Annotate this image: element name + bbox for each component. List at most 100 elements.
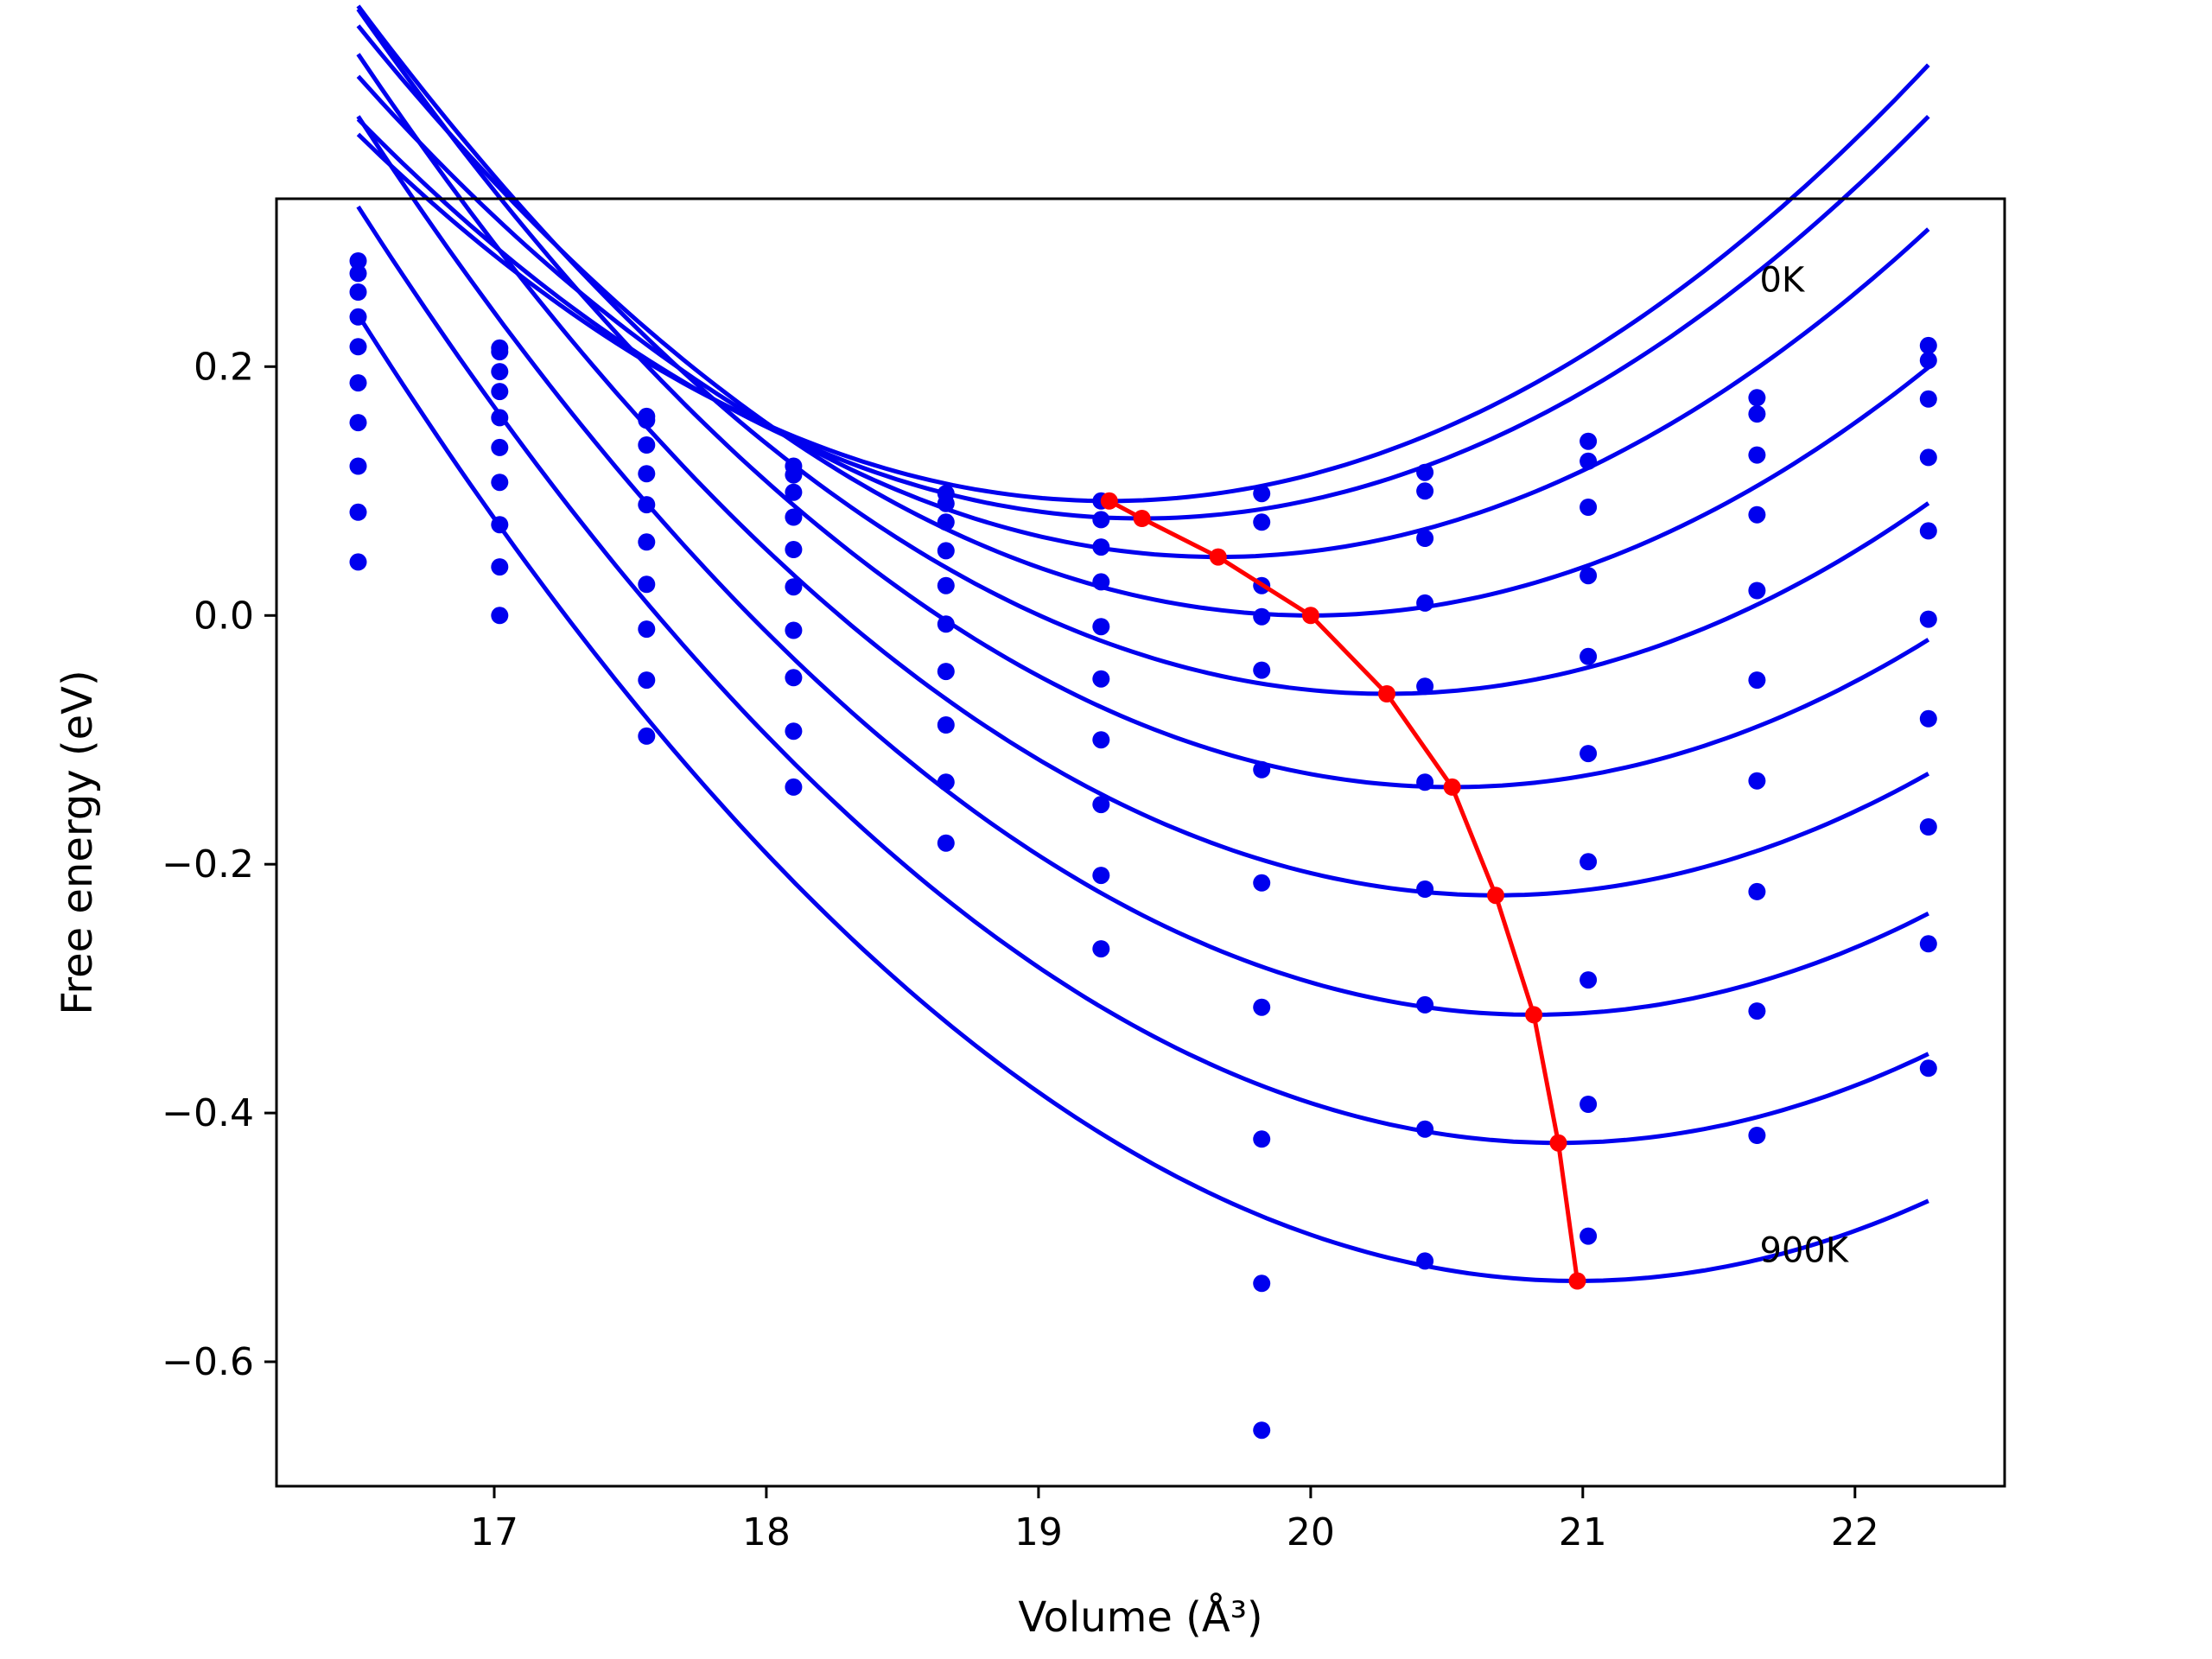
minimum-point bbox=[1487, 887, 1504, 905]
data-point bbox=[1416, 482, 1434, 500]
data-point bbox=[638, 533, 656, 551]
data-point bbox=[937, 663, 955, 681]
data-point bbox=[1092, 573, 1110, 591]
data-point bbox=[491, 474, 509, 492]
fit-curve-900K bbox=[356, 313, 1929, 1284]
data-point bbox=[1416, 1252, 1434, 1270]
data-point bbox=[1416, 530, 1434, 547]
data-point bbox=[1580, 853, 1598, 871]
data-point bbox=[785, 508, 803, 526]
data-point bbox=[1919, 709, 1937, 728]
data-point bbox=[491, 363, 509, 381]
data-point bbox=[1416, 995, 1434, 1014]
fit-curve-800K bbox=[356, 205, 1929, 1146]
data-point bbox=[1416, 677, 1434, 696]
x-tick-label: 21 bbox=[1559, 1510, 1607, 1554]
data-point bbox=[349, 374, 367, 392]
data-point bbox=[638, 411, 656, 429]
data-point bbox=[1748, 772, 1766, 790]
data-points bbox=[349, 252, 1937, 1440]
data-point bbox=[1919, 390, 1937, 408]
y-tick-label: −0.2 bbox=[162, 842, 254, 887]
minimum-point bbox=[1568, 1272, 1586, 1290]
data-point bbox=[349, 252, 367, 270]
data-point bbox=[937, 615, 955, 633]
minimum-point bbox=[1209, 548, 1227, 566]
data-point bbox=[638, 465, 656, 483]
data-point bbox=[1748, 882, 1766, 900]
fit-curve-400K bbox=[356, 4, 1930, 696]
data-point bbox=[1919, 448, 1937, 467]
data-point bbox=[1253, 874, 1271, 892]
data-point bbox=[1253, 1274, 1271, 1293]
fit-curve-500K bbox=[356, 8, 1930, 790]
data-point bbox=[491, 607, 509, 625]
plot-frame bbox=[275, 197, 2006, 1488]
data-point bbox=[349, 414, 367, 432]
y-tick-label: −0.4 bbox=[162, 1091, 254, 1135]
data-point bbox=[785, 669, 803, 687]
fit-curve-0K bbox=[356, 63, 1930, 504]
data-point bbox=[1919, 935, 1937, 953]
data-point bbox=[1416, 773, 1434, 791]
data-point bbox=[1092, 731, 1110, 749]
data-point bbox=[1748, 389, 1766, 407]
data-point bbox=[785, 722, 803, 741]
data-point bbox=[1580, 1096, 1598, 1113]
data-point bbox=[785, 466, 803, 484]
minima-line bbox=[1108, 499, 1580, 1281]
data-point bbox=[1748, 582, 1766, 600]
x-tick-label: 22 bbox=[1831, 1510, 1879, 1554]
data-point bbox=[1580, 499, 1598, 516]
data-point bbox=[491, 558, 509, 576]
data-point bbox=[1748, 446, 1766, 464]
minimum-point bbox=[1133, 510, 1151, 527]
data-point bbox=[1253, 1421, 1271, 1440]
data-point bbox=[349, 338, 367, 356]
data-point bbox=[1253, 485, 1271, 503]
data-point bbox=[1919, 352, 1937, 370]
minimum-point bbox=[1549, 1134, 1567, 1152]
data-point bbox=[349, 553, 367, 571]
data-point bbox=[1748, 1002, 1766, 1020]
data-point bbox=[638, 575, 656, 594]
data-point bbox=[785, 778, 803, 796]
data-point bbox=[1580, 1227, 1598, 1245]
minimum-point bbox=[1378, 685, 1395, 702]
data-point bbox=[1919, 818, 1937, 836]
data-point bbox=[1253, 1130, 1271, 1148]
data-point bbox=[785, 621, 803, 639]
annotation-label: 0K bbox=[1760, 261, 1806, 301]
data-point bbox=[1580, 745, 1598, 763]
data-point bbox=[1092, 618, 1110, 636]
y-tick-label: 0.2 bbox=[194, 345, 254, 389]
x-tick-label: 19 bbox=[1014, 1510, 1063, 1554]
x-tick-label: 17 bbox=[470, 1510, 518, 1554]
data-point bbox=[1092, 511, 1110, 529]
data-point bbox=[1253, 760, 1271, 779]
y-axis-label: Free energy (eV) bbox=[54, 670, 102, 1014]
data-point bbox=[1416, 1120, 1434, 1138]
data-point bbox=[1416, 594, 1434, 612]
minima-path bbox=[1100, 492, 1586, 1290]
data-point bbox=[1092, 670, 1110, 688]
minimum-point bbox=[1100, 492, 1118, 510]
x-tick-label: 18 bbox=[742, 1510, 791, 1554]
data-point bbox=[937, 513, 955, 531]
data-point bbox=[785, 541, 803, 558]
data-point bbox=[937, 494, 955, 512]
data-point bbox=[1919, 610, 1937, 628]
data-point bbox=[1253, 661, 1271, 679]
data-point bbox=[638, 436, 656, 454]
data-point bbox=[1092, 940, 1110, 958]
data-point bbox=[349, 264, 367, 283]
fit-curves bbox=[356, 4, 1930, 1284]
minimum-point bbox=[1443, 778, 1461, 796]
data-point bbox=[1092, 867, 1110, 885]
data-point bbox=[1919, 336, 1937, 354]
data-point bbox=[1092, 538, 1110, 556]
y-tick-label: 0.0 bbox=[194, 594, 254, 638]
data-point bbox=[638, 620, 656, 639]
data-point bbox=[937, 834, 955, 852]
